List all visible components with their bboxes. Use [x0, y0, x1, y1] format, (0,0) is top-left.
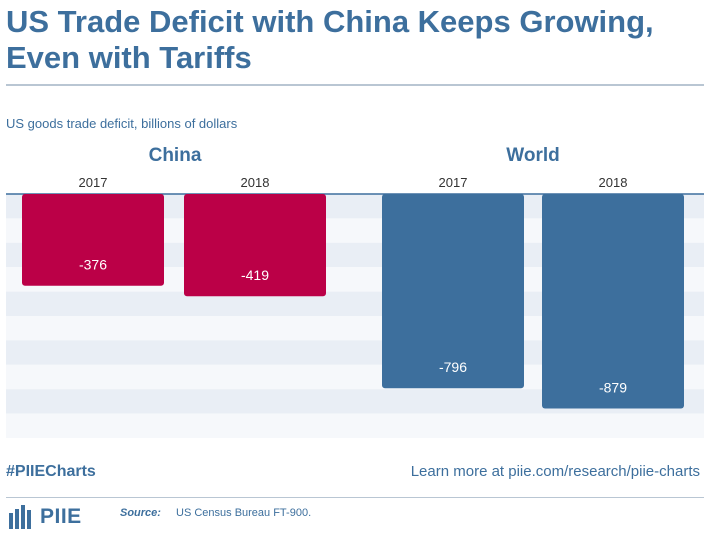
group-label: World — [506, 145, 559, 166]
bar — [22, 194, 164, 286]
data-label: -419 — [241, 267, 269, 283]
bar-chart: China World 2017 -376 2018 -419 2017 -796 2018 -… — [6, 145, 704, 438]
bar — [184, 194, 326, 297]
source-label: Source: — [120, 507, 161, 519]
chart-title: US Trade Deficit with China Keeps Growin… — [6, 4, 654, 75]
title-divider — [6, 84, 704, 86]
group-labels: China World — [149, 145, 560, 166]
data-label: -376 — [79, 257, 107, 273]
data-label: -879 — [599, 379, 627, 395]
footer-divider — [6, 497, 704, 498]
bars: 2017 -376 2018 -419 2017 -796 2018 -879 — [22, 175, 684, 409]
group-label: China — [149, 145, 202, 166]
learn-more-link[interactable]: Learn more at piie.com/research/piie-cha… — [410, 463, 700, 480]
grid-band — [6, 413, 704, 438]
logo-text: PIIE — [40, 505, 82, 528]
category-label: 2017 — [439, 175, 468, 190]
piie-logo: PIIE — [8, 504, 82, 530]
hashtag: #PIIECharts — [6, 463, 96, 480]
category-label: 2018 — [241, 175, 270, 190]
category-label: 2017 — [79, 175, 108, 190]
category-label: 2018 — [599, 175, 628, 190]
bar — [542, 194, 684, 409]
bar — [382, 194, 524, 389]
source-text: US Census Bureau FT-900. — [176, 507, 312, 519]
data-label: -796 — [439, 359, 467, 375]
piie-logo-icon — [9, 505, 31, 529]
chart-subtitle: US goods trade deficit, billions of doll… — [6, 116, 238, 131]
